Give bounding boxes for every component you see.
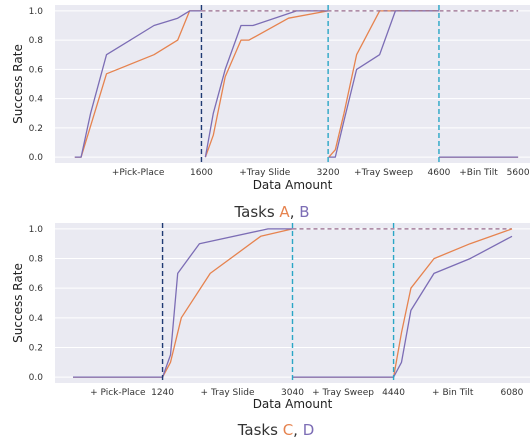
y-tick-label: 0.4 xyxy=(29,95,44,105)
x-tick-label: +Tray Sweep xyxy=(354,168,413,178)
chart-panel-tasks-c-d: 0.0 0.2 0.4 0.6 0.8 1.0 + Pick-Place 1240 + Tray… xyxy=(11,223,530,411)
y-tick-label: 0.0 xyxy=(29,153,44,163)
x-tick-label: 6080 xyxy=(500,388,523,398)
y-tick-label: 0.0 xyxy=(29,373,44,383)
caption-task-a: A xyxy=(279,203,290,221)
x-tick-label: + Tray Slide xyxy=(201,388,255,398)
caption-prefix: Tasks xyxy=(233,203,279,221)
plot-background xyxy=(55,5,530,163)
x-tick-label: 4440 xyxy=(382,388,405,398)
y-tick-label: 0.8 xyxy=(29,255,44,265)
caption-prefix: Tasks xyxy=(237,421,283,439)
x-tick-label: +Bin Tilt xyxy=(459,168,498,178)
y-axis-label: Success Rate xyxy=(11,44,25,124)
x-tick-label: 1600 xyxy=(190,168,213,178)
x-tick-label: 5600 xyxy=(507,168,530,178)
y-tick-label: 1.0 xyxy=(29,7,44,17)
series-line-orange-4 xyxy=(328,10,439,158)
x-tick-label: + Pick-Place xyxy=(90,388,146,398)
x-tick-label: + Bin Tilt xyxy=(432,388,474,398)
caption-separator: , xyxy=(290,203,300,221)
y-tick-label: 0.6 xyxy=(29,284,44,294)
x-tick-label: +Pick-Place xyxy=(112,168,165,178)
x-axis-label: Data Amount xyxy=(253,178,333,192)
caption-task-c: C xyxy=(283,421,293,439)
y-tick-label: 0.2 xyxy=(29,124,43,134)
y-tick-label: 0.8 xyxy=(29,36,44,46)
series-line-orange-2 xyxy=(204,10,329,158)
x-tick-label: 4600 xyxy=(428,168,451,178)
series-line-purple-5 xyxy=(328,10,439,158)
x-tick-label: 3040 xyxy=(281,388,304,398)
y-axis-label: Success Rate xyxy=(11,263,25,343)
y-tick-label: 1.0 xyxy=(29,225,44,235)
caption-task-b: B xyxy=(299,203,309,221)
caption-tasks-a-b: Tasks A, B xyxy=(233,203,309,221)
caption-tasks-c-d: Tasks C, D xyxy=(237,421,315,439)
x-tick-label: 3200 xyxy=(317,168,340,178)
y-tick-label: 0.2 xyxy=(29,343,43,353)
y-tick-label: 0.4 xyxy=(29,314,44,324)
chart-panel-tasks-a-b: 0.0 0.2 0.4 0.6 0.8 1.0 +Pick-Place 1600 +Tray S… xyxy=(11,5,530,192)
series-line-purple-1 xyxy=(74,10,202,158)
x-tick-label: +Tray Slide xyxy=(239,168,291,178)
caption-task-d: D xyxy=(303,421,315,439)
x-tick-label: 1240 xyxy=(151,388,174,398)
x-axis-label: Data Amount xyxy=(253,397,333,411)
x-tick-label: + Tray Sweep xyxy=(312,388,374,398)
caption-separator: , xyxy=(293,421,303,439)
y-tick-label: 0.6 xyxy=(29,65,44,75)
